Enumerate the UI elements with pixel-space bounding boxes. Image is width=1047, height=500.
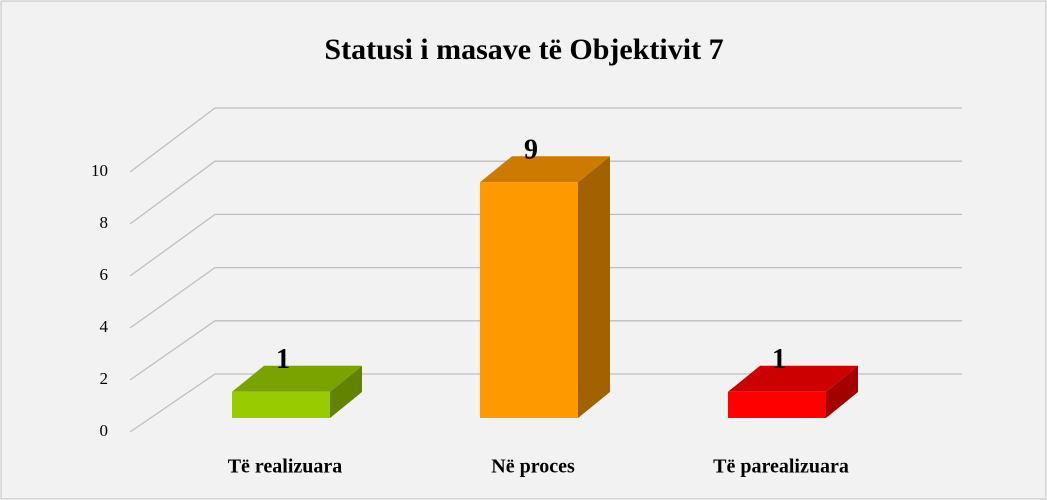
- bar-top: [480, 156, 610, 183]
- grid-line: [129, 160, 962, 225]
- grid-line: [129, 320, 962, 381]
- bar-side: [578, 156, 610, 418]
- bar: [728, 365, 858, 418]
- y-tick-label: 10: [91, 161, 108, 180]
- bar-front: [232, 391, 330, 418]
- bar: [480, 156, 610, 418]
- x-tick-label: Të parealizuara: [713, 456, 849, 478]
- bar: [232, 365, 362, 418]
- grid-line: [129, 213, 962, 277]
- bar-front: [728, 391, 826, 418]
- bar-top: [728, 365, 858, 392]
- y-tick-label: 4: [100, 317, 109, 336]
- data-label: 1: [276, 344, 290, 375]
- y-tick-label: 6: [100, 265, 109, 284]
- data-label: 1: [772, 344, 786, 375]
- bar-front: [480, 182, 578, 418]
- x-tick-label: Në proces: [491, 456, 575, 478]
- y-tick-label: 0: [100, 421, 109, 440]
- y-tick-label: 8: [100, 213, 109, 232]
- chart-title: Statusi i masave të Objektivit 7: [324, 33, 723, 66]
- bar-top: [232, 365, 362, 392]
- bar-side: [826, 365, 858, 418]
- y-tick-label: 2: [100, 369, 109, 388]
- data-label: 9: [524, 135, 538, 166]
- grid-line: [129, 266, 962, 329]
- grid-line: [129, 107, 962, 173]
- grid-line: [129, 373, 962, 433]
- x-tick-label: Të realizuara: [228, 456, 343, 478]
- bar-side: [330, 365, 362, 418]
